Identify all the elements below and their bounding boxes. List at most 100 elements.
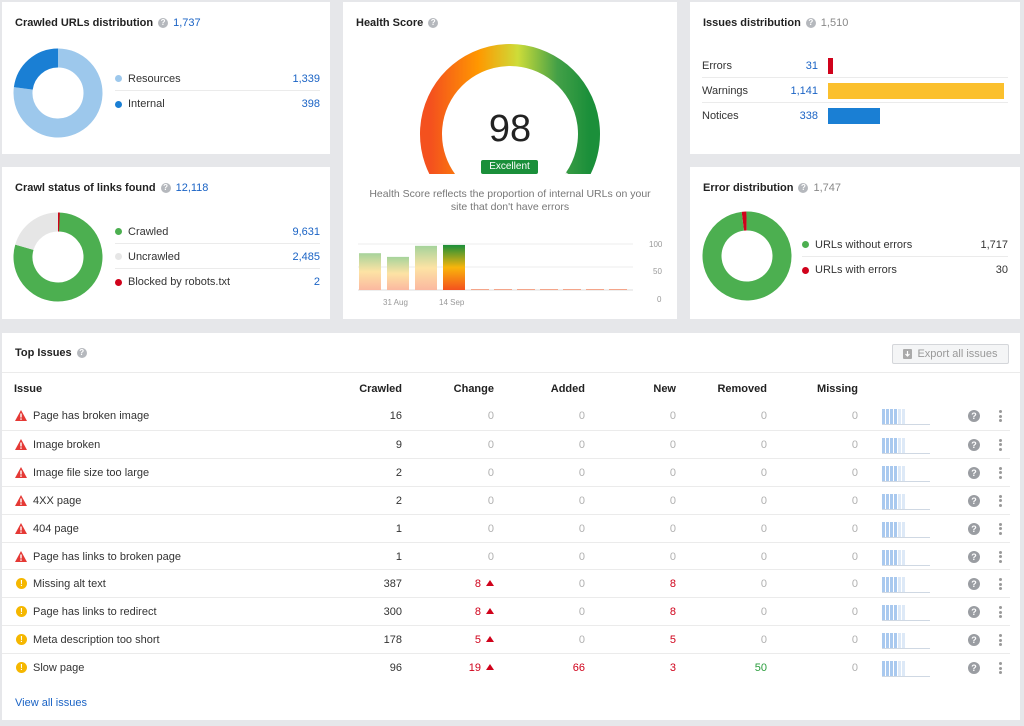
issue-help-icon[interactable]: ? — [968, 522, 980, 535]
cell-added[interactable]: 0 — [578, 438, 585, 451]
col-added[interactable]: Added — [550, 383, 585, 395]
issue-help-icon[interactable]: ? — [968, 410, 980, 422]
cell-crawled[interactable]: 16 — [389, 410, 402, 422]
issue-help-icon[interactable]: ? — [968, 494, 980, 507]
cell-change[interactable]: 0 — [487, 410, 494, 422]
issue-help-icon[interactable]: ? — [968, 634, 980, 647]
cell-removed[interactable]: 0 — [760, 522, 767, 535]
col-new[interactable]: New — [653, 383, 676, 395]
crawled-urls-slice-1[interactable] — [13, 48, 59, 91]
table-row[interactable]: 4XX page 2 0 0 0 0 0? — [2, 485, 1010, 514]
legend-row-uncrawled[interactable]: Uncrawled 2,485 — [115, 245, 320, 269]
issue-type-bar[interactable] — [828, 108, 881, 124]
crawl-status-slice-0[interactable] — [13, 212, 103, 302]
cell-change[interactable]: 8 — [432, 570, 494, 598]
cell-change[interactable]: 0 — [487, 494, 494, 507]
help-icon[interactable]: ? — [158, 18, 169, 28]
issue-help-icon[interactable]: ? — [968, 466, 980, 479]
cell-change[interactable]: 0 — [487, 466, 494, 479]
trend-sparkline[interactable] — [882, 493, 930, 510]
table-row[interactable]: ! Slow page 96 19 66 3 50 0? — [2, 653, 1010, 681]
col-issue[interactable]: Issue — [14, 383, 43, 395]
table-row[interactable]: Page has links to broken page 1 0 0 0 0 0? — [2, 541, 1010, 570]
legend-row-crawled[interactable]: Crawled 9,631 — [115, 220, 320, 244]
cell-change[interactable]: 8 — [432, 598, 494, 626]
issue-name[interactable]: Page has links to broken page — [33, 550, 181, 563]
cell-crawled[interactable]: 1 — [395, 522, 402, 535]
cell-change[interactable]: 19 — [432, 654, 494, 682]
issue-name[interactable]: 404 page — [33, 522, 79, 535]
legend-row-resources[interactable]: Resources 1,339 — [115, 67, 320, 91]
more-options-icon[interactable] — [999, 522, 1002, 535]
cell-crawled[interactable]: 96 — [389, 662, 402, 675]
help-icon[interactable]: ? — [428, 18, 439, 28]
issue-type-bar[interactable] — [828, 82, 1004, 99]
issue-type-count[interactable]: 31 — [805, 59, 818, 72]
trend-sparkline[interactable] — [882, 549, 930, 566]
crawled-urls-total[interactable]: 1,737 — [173, 17, 201, 29]
issues-row-notices[interactable]: Notices 338 — [702, 104, 1008, 128]
help-icon[interactable]: ? — [805, 18, 816, 28]
cell-crawled[interactable]: 9 — [395, 438, 402, 451]
cell-new[interactable]: 0 — [669, 466, 676, 479]
cell-new[interactable]: 8 — [669, 606, 676, 619]
issue-name[interactable]: Page has broken image — [33, 410, 150, 422]
help-icon[interactable]: ? — [798, 183, 809, 193]
more-options-icon[interactable] — [999, 466, 1002, 479]
trend-sparkline[interactable] — [882, 465, 930, 482]
trend-sparkline[interactable] — [882, 521, 930, 538]
cell-new[interactable]: 0 — [669, 522, 676, 535]
history-bar-2[interactable] — [415, 245, 437, 290]
cell-removed[interactable]: 0 — [760, 606, 767, 619]
cell-new[interactable]: 0 — [669, 494, 676, 507]
cell-removed[interactable]: 0 — [760, 634, 767, 647]
col-change[interactable]: Change — [453, 383, 494, 395]
table-row[interactable]: 404 page 1 0 0 0 0 0? — [2, 513, 1010, 542]
trend-sparkline[interactable] — [882, 437, 930, 454]
cell-added[interactable]: 0 — [578, 466, 585, 479]
col-crawled[interactable]: Crawled — [359, 383, 402, 395]
crawled-urls-slice-0[interactable] — [13, 48, 103, 138]
trend-sparkline[interactable] — [882, 605, 930, 622]
cell-removed[interactable]: 0 — [760, 550, 767, 563]
issue-type-count[interactable]: 1,141 — [790, 84, 818, 97]
cell-new[interactable]: 0 — [669, 410, 676, 422]
issue-name[interactable]: Missing alt text — [33, 578, 106, 591]
crawl-status-total[interactable]: 12,118 — [175, 182, 209, 194]
export-all-issues-button[interactable]: Export all issues — [892, 344, 1009, 364]
legend-row-without-errors[interactable]: URLs without errors 1,717 — [802, 233, 1008, 257]
table-row[interactable]: ! Meta description too short 178 5 0 5 0 0? — [2, 625, 1010, 653]
cell-new[interactable]: 0 — [669, 438, 676, 451]
issue-help-icon[interactable]: ? — [968, 438, 980, 451]
trend-sparkline[interactable] — [882, 633, 930, 650]
cell-added[interactable]: 0 — [578, 494, 585, 507]
cell-missing[interactable]: 0 — [851, 466, 858, 479]
issue-help-icon[interactable]: ? — [968, 606, 980, 619]
issue-name[interactable]: 4XX page — [33, 494, 82, 507]
cell-added[interactable]: 0 — [578, 606, 585, 619]
cell-added[interactable]: 0 — [578, 634, 585, 647]
issue-type-count[interactable]: 338 — [799, 110, 818, 122]
cell-missing[interactable]: 0 — [851, 550, 858, 563]
help-icon[interactable]: ? — [76, 348, 87, 358]
cell-added[interactable]: 0 — [578, 410, 585, 422]
issue-name[interactable]: Page has links to redirect — [33, 606, 157, 619]
cell-missing[interactable]: 0 — [851, 438, 858, 451]
cell-missing[interactable]: 0 — [851, 662, 858, 675]
issue-help-icon[interactable]: ? — [968, 550, 980, 563]
table-row[interactable]: ! Missing alt text 387 8 0 8 0 0? — [2, 569, 1010, 597]
cell-change[interactable]: 0 — [487, 438, 494, 451]
cell-new[interactable]: 5 — [669, 634, 676, 647]
cell-missing[interactable]: 0 — [851, 634, 858, 647]
cell-removed[interactable]: 0 — [760, 438, 767, 451]
error-distribution-slice-1[interactable] — [702, 211, 792, 301]
more-options-icon[interactable] — [999, 410, 1002, 422]
issue-help-icon[interactable]: ? — [968, 578, 980, 591]
more-options-icon[interactable] — [999, 550, 1002, 563]
cell-new[interactable]: 8 — [669, 578, 676, 591]
help-icon[interactable]: ? — [160, 183, 171, 193]
table-row[interactable]: Image broken 9 0 0 0 0 0? — [2, 429, 1010, 458]
more-options-icon[interactable] — [999, 662, 1002, 675]
view-all-issues-link[interactable]: View all issues — [15, 697, 87, 709]
cell-crawled[interactable]: 1 — [395, 550, 402, 563]
